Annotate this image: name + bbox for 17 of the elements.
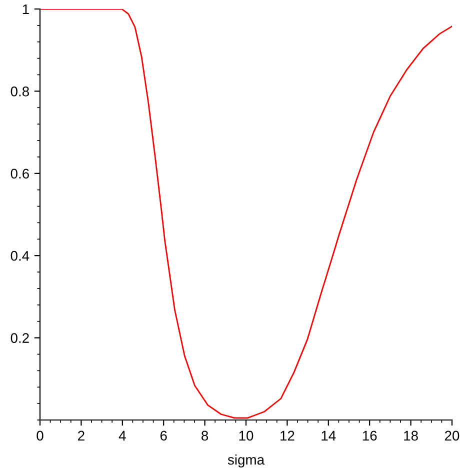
x-tick-label: 18 bbox=[404, 430, 418, 441]
x-tick-label: 6 bbox=[160, 430, 167, 441]
x-tick-label: 16 bbox=[362, 430, 377, 441]
y-tick-label: 1 bbox=[22, 4, 29, 14]
x-tick-label: 0 bbox=[36, 430, 44, 441]
x-tick-label: 10 bbox=[239, 430, 254, 441]
y-tick-label: 0.8 bbox=[10, 86, 29, 96]
y-tick-label: 0.4 bbox=[10, 250, 30, 261]
x-axis-title: sigma bbox=[228, 454, 265, 468]
y-tick-label: 0.6 bbox=[10, 168, 29, 179]
x-tick-label: 2 bbox=[78, 430, 84, 440]
x-tick-label: 4 bbox=[118, 430, 126, 440]
y-tick-label: 0.2 bbox=[10, 333, 29, 343]
x-tick-label: 8 bbox=[202, 430, 208, 441]
x-tick-label: 14 bbox=[322, 430, 336, 440]
x-tick-label: 12 bbox=[280, 430, 294, 440]
x-tick-label: 20 bbox=[444, 430, 460, 441]
